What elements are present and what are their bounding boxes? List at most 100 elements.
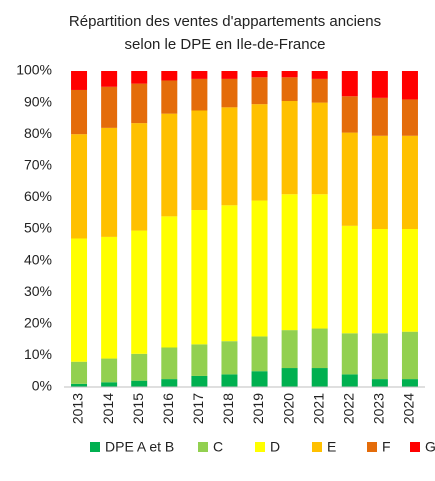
y-tick-label: 40% [24,251,52,267]
bar-segment [311,194,328,329]
y-tick-label: 60% [24,188,52,204]
bar-segment [401,229,418,332]
bar-segment [341,374,358,387]
y-tick-label: 90% [24,93,52,109]
bar-segment [191,210,208,345]
bar-segment [371,229,388,334]
bar-segment [101,86,118,128]
bar-segment [101,382,118,387]
y-tick-label: 70% [24,157,52,173]
bar-segment [281,77,298,102]
bar-segment [401,135,418,229]
bar-segment [251,104,268,201]
legend-label: C [213,439,223,455]
bar-segment [191,78,208,111]
y-tick-label: 50% [24,220,52,236]
bar-segment [191,110,208,211]
bar-segment [251,200,268,337]
legend-label: F [382,439,391,455]
bar-segment [71,238,88,362]
bar-segment [311,328,328,369]
bar-segment [281,71,298,78]
bar-segment [311,71,328,79]
bar-segment [341,71,358,97]
y-tick-label: 20% [24,315,52,331]
bar-segment [371,71,388,98]
bar-segment [221,341,238,375]
bar-segment [221,374,238,387]
bar-segment [161,347,178,380]
y-tick-label: 0% [32,378,52,394]
x-tick-label: 2013 [70,393,86,424]
bar-segment [281,101,298,195]
x-tick-label: 2021 [310,393,326,424]
chart-title: Répartition des ventes d'appartements an… [68,13,382,53]
bar-segment [101,358,118,383]
bar-segment [341,333,358,375]
bar-segment [191,375,208,387]
bar-segment [311,368,328,387]
bar-segment [281,330,298,369]
legend-label: D [270,439,280,455]
bar-segment [191,344,208,376]
bar-segment [71,89,88,135]
legend-label: G [425,439,435,455]
bar-segment [281,368,298,387]
bar-segment [101,71,118,87]
legend-swatch [367,442,377,452]
bar-segment [371,97,388,136]
bar-segment [161,71,178,81]
bar-segment [401,331,418,380]
bar-segment [311,78,328,103]
bar-segment [251,71,268,78]
x-tick-label: 2014 [100,393,116,424]
bar-segment [371,379,388,387]
bar-segment [71,71,88,90]
bar-segment [131,83,148,124]
bar-segment [131,71,148,84]
bar-segment [71,361,88,384]
legend-swatch [255,442,265,452]
bar-segment [131,123,148,231]
bar-segment [251,77,268,105]
x-tick-label: 2022 [340,393,356,424]
bar-segment [191,71,208,79]
bar-segment [311,102,328,195]
bar-segment [221,107,238,206]
bar-segment [161,80,178,114]
x-tick-label: 2018 [220,393,236,424]
bar-segment [341,96,358,133]
x-tick-label: 2016 [160,393,176,424]
legend-swatch [90,442,100,452]
bar-segment [341,225,358,334]
legend-swatch [410,442,420,452]
bar-segment [371,135,388,229]
legend-label: DPE A et B [105,439,174,455]
x-tick-label: 2017 [190,393,206,424]
bar-segment [131,380,148,387]
bar-segment [101,236,118,359]
bar-segment [71,134,88,239]
bar-segment [221,71,238,79]
legend-label: E [327,439,336,455]
x-tick-label: 2019 [250,393,266,424]
bar-segment [221,78,238,108]
bar-segment [101,127,118,237]
y-tick-label: 80% [24,125,52,141]
bar-segment [221,205,238,342]
bar-segment [161,113,178,217]
x-tick-label: 2020 [280,393,296,424]
legend-swatch [198,442,208,452]
bar-segment [341,132,358,226]
bar-segment [401,99,418,136]
bar-segment [161,216,178,348]
bar-segment [131,230,148,354]
bar-segment [251,371,268,387]
y-tick-label: 100% [16,62,52,78]
bar-segment [71,383,88,387]
bar-segment [401,71,418,100]
legend-swatch [312,442,322,452]
y-tick-label: 10% [24,346,52,362]
